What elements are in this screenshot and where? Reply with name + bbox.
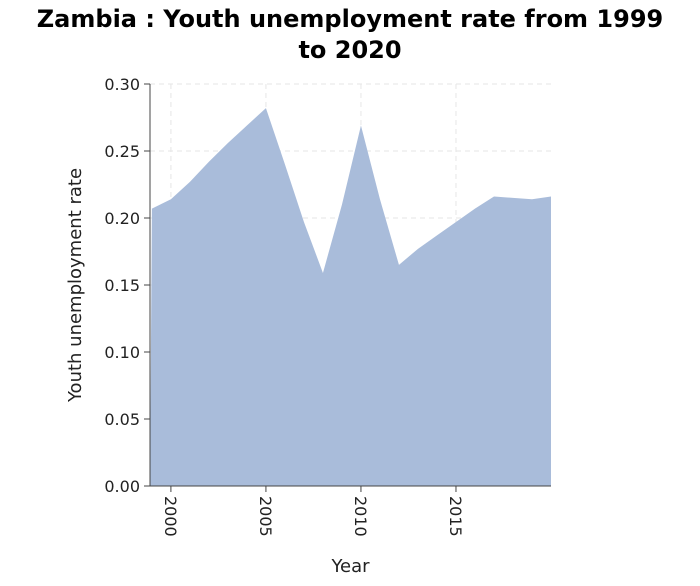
y-tick-label-1: 0.05 (104, 410, 140, 429)
area-layer (150, 108, 551, 487)
chart-title-line-1: Zambia : Youth unemployment rate from 19… (36, 5, 664, 33)
y-tick-label-0: 0.00 (104, 477, 140, 496)
y-tick-label-2: 0.10 (104, 343, 140, 362)
y-axis-ticks: 0.00 0.05 0.10 0.15 0.20 0.25 0.30 (104, 75, 150, 496)
y-tick-label-4: 0.20 (104, 209, 140, 228)
area-series-youth-unemployment (150, 108, 551, 487)
y-tick-label-3: 0.15 (104, 276, 140, 295)
x-tick-label-2: 2010 (351, 496, 370, 537)
x-tick-label-1: 2005 (256, 496, 275, 537)
chart-title: Zambia : Youth unemployment rate from 19… (0, 4, 700, 66)
y-tick-label-6: 0.30 (104, 75, 140, 94)
chart-title-line-2: to 2020 (298, 36, 402, 64)
x-tick-label-3: 2015 (446, 496, 465, 537)
x-tick-label-0: 2000 (161, 496, 180, 537)
y-tick-label-5: 0.25 (104, 142, 140, 161)
x-axis-title: Year (330, 556, 370, 577)
y-axis-title: Youth unemployment rate (65, 168, 86, 403)
x-axis-ticks: 2000 2005 2010 2015 (161, 486, 465, 537)
